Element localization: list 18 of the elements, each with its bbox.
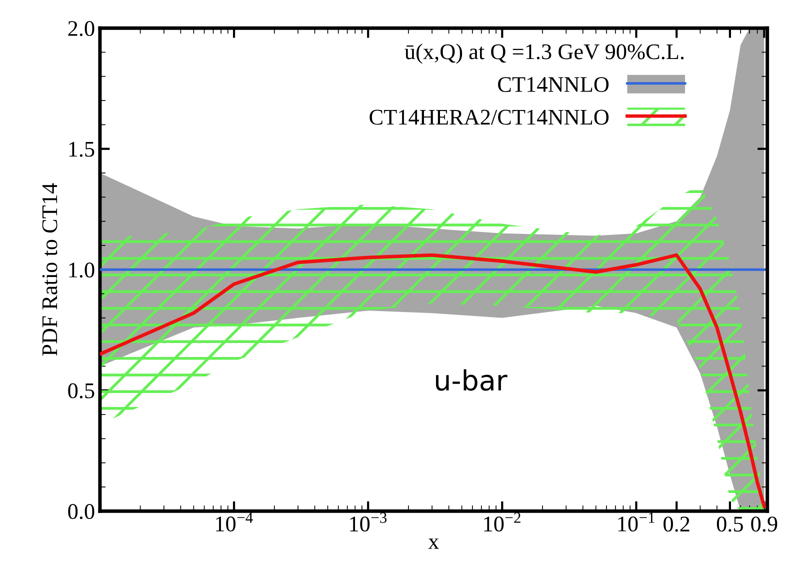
y-axis-title: PDF Ratio to CT14 bbox=[42, 183, 58, 356]
x-tick-label: 0.5 bbox=[716, 516, 743, 532]
x-tick-label: 10$^{−3}$ bbox=[350, 512, 387, 532]
x-tick-label: 10$^{−1}$ bbox=[618, 512, 654, 532]
annotation: u-bar bbox=[436, 369, 508, 391]
y-tick-label: 0.0 bbox=[68, 504, 94, 520]
legend-label: CT14NNLO bbox=[498, 77, 609, 92]
x-axis-title: x bbox=[428, 538, 439, 549]
x-tick-label: 0.2 bbox=[664, 516, 690, 532]
legend-title: ū(x,Q) at Q =1.3 GeV 90%C.L. bbox=[404, 44, 684, 64]
y-tick-label: 1.5 bbox=[69, 142, 94, 157]
y-tick-label: 2.0 bbox=[68, 21, 94, 36]
x-tick-label: 0.9 bbox=[751, 516, 778, 532]
legend-label: CT14HERA2/CT14NNLO bbox=[370, 110, 609, 125]
x-tick-label: 10$^{−2}$ bbox=[484, 512, 520, 532]
x-tick-label: 10$^{−4}$ bbox=[216, 512, 253, 532]
y-tick-label: 1.0 bbox=[69, 262, 94, 278]
y-tick-label: 0.5 bbox=[68, 383, 94, 398]
